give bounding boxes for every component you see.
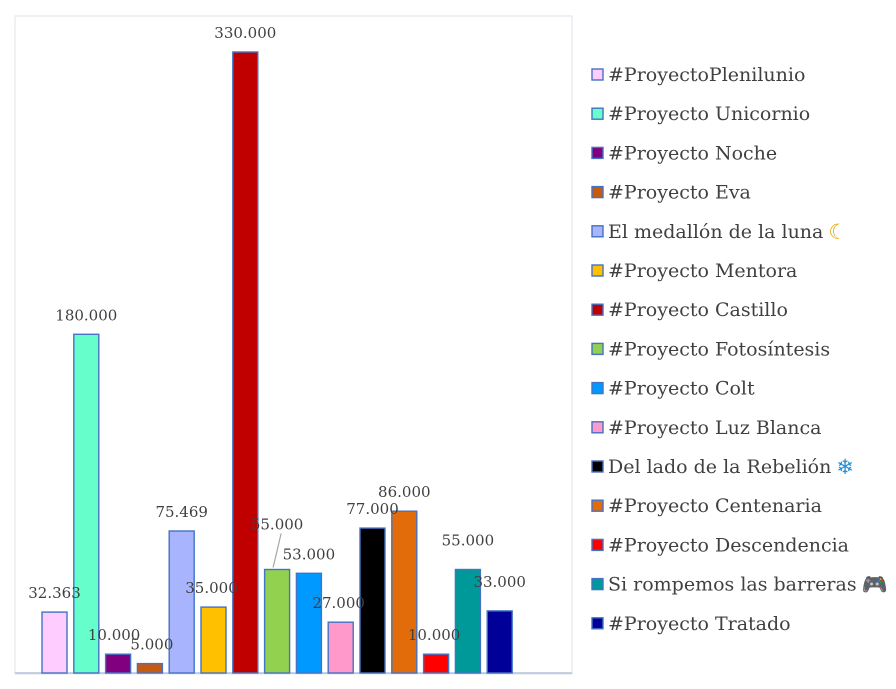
legend-label-1: #ProyectoPlenilunio — [608, 64, 805, 86]
bar-7 — [232, 51, 259, 674]
legend-label-10: #Proyecto Luz Blanca — [608, 417, 821, 439]
data-label-8: 55.000 — [251, 516, 304, 534]
bar-13 — [422, 653, 450, 674]
data-label-5: 75.469 — [155, 503, 208, 521]
legend-label-3: #Proyecto Noche — [608, 142, 777, 164]
bar-6 — [200, 606, 227, 674]
data-label-10: 27.000 — [312, 594, 365, 612]
legend-swatch-7 — [591, 303, 604, 316]
data-label-11: 77.000 — [346, 500, 399, 518]
legend-label-5: El medallón de la luna — [608, 221, 823, 243]
legend-label-15: #Proyecto Tratado — [608, 613, 791, 635]
bar-3 — [104, 653, 132, 674]
data-label-3: 10.000 — [88, 626, 141, 644]
legend-label-7: #Proyecto Castillo — [608, 299, 788, 321]
data-label-4: 5.000 — [130, 636, 173, 654]
bar-5 — [168, 530, 195, 674]
legend-label-2: #Proyecto Unicornio — [608, 103, 810, 125]
legend: #ProyectoPlenilunio #Proyecto Unicornio #P… — [591, 64, 888, 635]
data-label-1: 32.363 — [28, 584, 81, 602]
bar-9 — [295, 572, 323, 674]
legend-swatch-14 — [591, 577, 604, 591]
bar-1 — [41, 611, 68, 674]
legend-swatch-13 — [591, 538, 604, 552]
legend-label-14: Si rompemos las barreras — [608, 574, 857, 596]
legend-swatch-6 — [591, 264, 604, 277]
bar-8 — [263, 568, 291, 674]
legend-label-6: #Proyecto Mentora — [608, 260, 797, 282]
data-labels-group: 32.363180.00010.0005.00075.46935.000330.… — [28, 24, 526, 654]
legend-swatch-5 — [591, 225, 604, 238]
bar-14 — [454, 568, 482, 674]
leader-line — [272, 533, 282, 568]
bar-15 — [486, 610, 513, 674]
legend-swatch-2 — [591, 107, 604, 120]
bar-11 — [359, 527, 386, 674]
data-label-14: 55.000 — [442, 532, 495, 550]
legend-swatch-15 — [591, 617, 604, 630]
legend-label-8: #Proyecto Fotosíntesis — [608, 338, 830, 360]
data-label-2: 180.000 — [55, 306, 117, 324]
legend-swatch-11 — [591, 460, 604, 473]
legend-swatch-1 — [591, 68, 604, 81]
legend-swatch-10 — [591, 421, 604, 434]
bar-4 — [136, 662, 164, 674]
legend-label-11: Del lado de la Rebelión — [608, 456, 831, 478]
data-label-12: 86.000 — [378, 483, 431, 501]
data-label-9: 53.000 — [283, 545, 336, 563]
legend-label-4: #Proyecto Eva — [608, 182, 751, 204]
data-label-15: 33.000 — [473, 573, 526, 591]
data-label-6: 35.000 — [185, 579, 238, 597]
legend-label-12: #Proyecto Centenaria — [608, 495, 822, 517]
data-label-7: 330.000 — [214, 24, 276, 42]
legend-swatch-9 — [591, 381, 604, 395]
game-controller-icon: 🎮 — [862, 573, 888, 597]
legend-swatch-4 — [591, 185, 604, 199]
legend-label-13: #Proyecto Descendencia — [608, 534, 849, 556]
legend-swatch-3 — [591, 146, 604, 160]
data-label-13: 10.000 — [408, 626, 461, 644]
bar-2 — [73, 333, 100, 674]
bars-group — [41, 51, 513, 674]
crescent-moon-icon: ☾ — [828, 220, 847, 244]
plot-area — [14, 15, 573, 675]
legend-label-9: #Proyecto Colt — [608, 378, 755, 400]
bar-12 — [391, 510, 418, 674]
legend-swatch-8 — [591, 342, 604, 356]
snowflake-icon: ❄ — [836, 455, 854, 479]
bar-10 — [327, 621, 354, 674]
legend-swatch-12 — [591, 499, 604, 512]
